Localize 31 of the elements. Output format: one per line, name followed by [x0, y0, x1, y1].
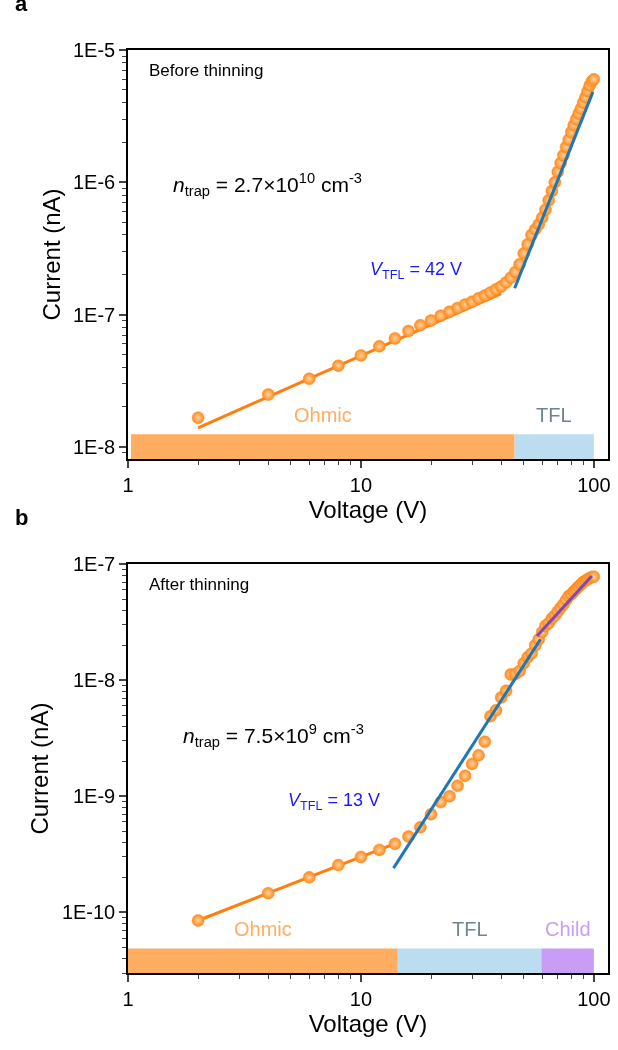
x-tick-label: 100 [577, 987, 611, 1010]
band-label: Ohmic [294, 404, 352, 426]
chart-title: a [15, 0, 28, 16]
y-tick-label: 1E-8 [73, 669, 116, 692]
band-label: Ohmic [234, 918, 292, 940]
y-tick-label: 1E-7 [73, 303, 116, 326]
y-axis-title: Current (nA) [26, 702, 54, 835]
band-label: Child [545, 918, 591, 940]
y-tick-label: 1E-8 [73, 435, 116, 458]
x-tick-label: 1 [122, 473, 134, 496]
x-tick-label: 100 [577, 473, 611, 496]
y-axis-title: Current (nA) [37, 188, 65, 321]
x-tick-label: 10 [349, 473, 373, 496]
band-label: TFL [536, 404, 572, 426]
annotation: After thinning [149, 575, 250, 594]
y-tick-label: 1E-5 [73, 39, 116, 61]
chart-title: b [15, 505, 29, 530]
x-tick-label: 10 [349, 987, 373, 1010]
y-tick-label: 1E-6 [73, 171, 116, 194]
annotation: n$_{trap}$ = 7.5×10$^{9}$ cm$^{-3}$ [183, 721, 364, 751]
y-tick-label: 1E-9 [73, 785, 116, 808]
band-label: TFL [452, 918, 488, 940]
annotation: n$_{trap}$ = 2.7×10$^{10}$ cm$^{-3}$ [173, 170, 362, 200]
x-axis-title: Voltage (V) [308, 1009, 428, 1037]
annotation: V$_{TFL}$ = 42 V [370, 259, 462, 282]
x-tick-label: 1 [122, 987, 134, 1010]
y-tick-label: 1E-7 [73, 553, 116, 576]
annotation: V$_{TFL}$ = 13 V [288, 790, 380, 813]
annotation: Before thinning [149, 61, 264, 80]
y-tick-label: 1E-10 [61, 901, 116, 924]
x-axis-title: Voltage (V) [308, 495, 428, 523]
